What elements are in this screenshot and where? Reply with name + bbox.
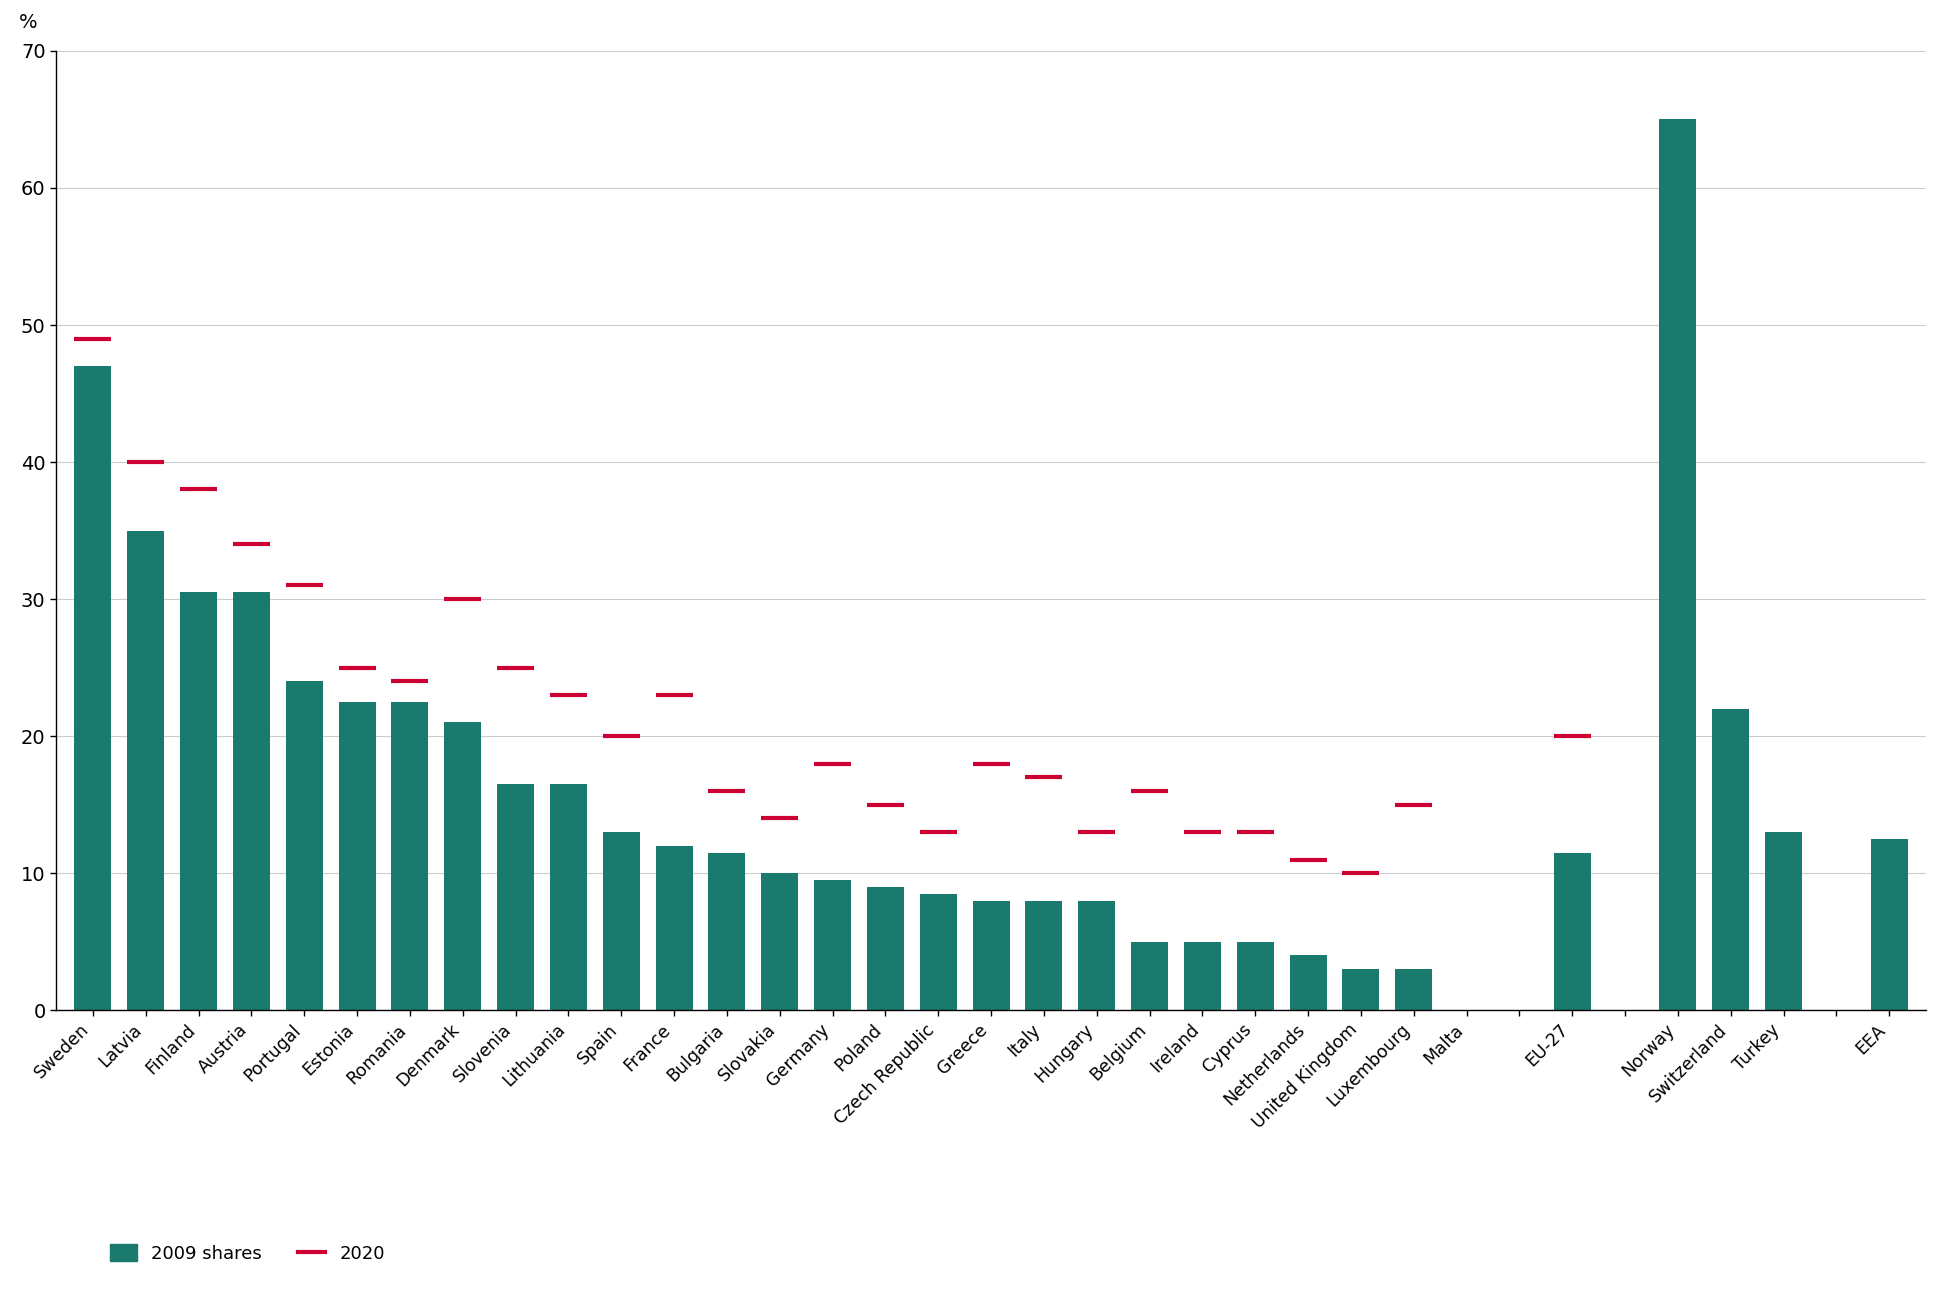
Bar	[181, 593, 218, 1010]
Bar	[709, 852, 746, 1010]
Bar	[1396, 969, 1433, 1010]
Bar	[444, 722, 481, 1010]
Bar	[1131, 942, 1168, 1010]
Bar	[866, 887, 903, 1010]
Bar	[127, 530, 164, 1010]
Bar	[1766, 833, 1803, 1010]
Bar	[919, 894, 956, 1010]
Legend: 2009 shares, 2020: 2009 shares, 2020	[103, 1237, 391, 1270]
Bar	[656, 846, 693, 1010]
Bar	[1236, 942, 1273, 1010]
Bar	[761, 873, 798, 1010]
Bar	[1289, 955, 1326, 1010]
Bar	[1554, 852, 1591, 1010]
Bar	[496, 784, 533, 1010]
Bar	[1659, 120, 1696, 1010]
Bar	[1871, 839, 1908, 1010]
Bar	[339, 702, 376, 1010]
Bar	[74, 366, 111, 1010]
Bar	[286, 681, 323, 1010]
Bar	[1711, 709, 1748, 1010]
Y-axis label: %: %	[19, 13, 37, 31]
Bar	[1184, 942, 1221, 1010]
Bar	[974, 900, 1010, 1010]
Bar	[391, 702, 428, 1010]
Bar	[1079, 900, 1116, 1010]
Bar	[549, 784, 586, 1010]
Bar	[234, 593, 271, 1010]
Bar	[1026, 900, 1063, 1010]
Bar	[814, 880, 851, 1010]
Bar	[604, 833, 641, 1010]
Bar	[1341, 969, 1378, 1010]
